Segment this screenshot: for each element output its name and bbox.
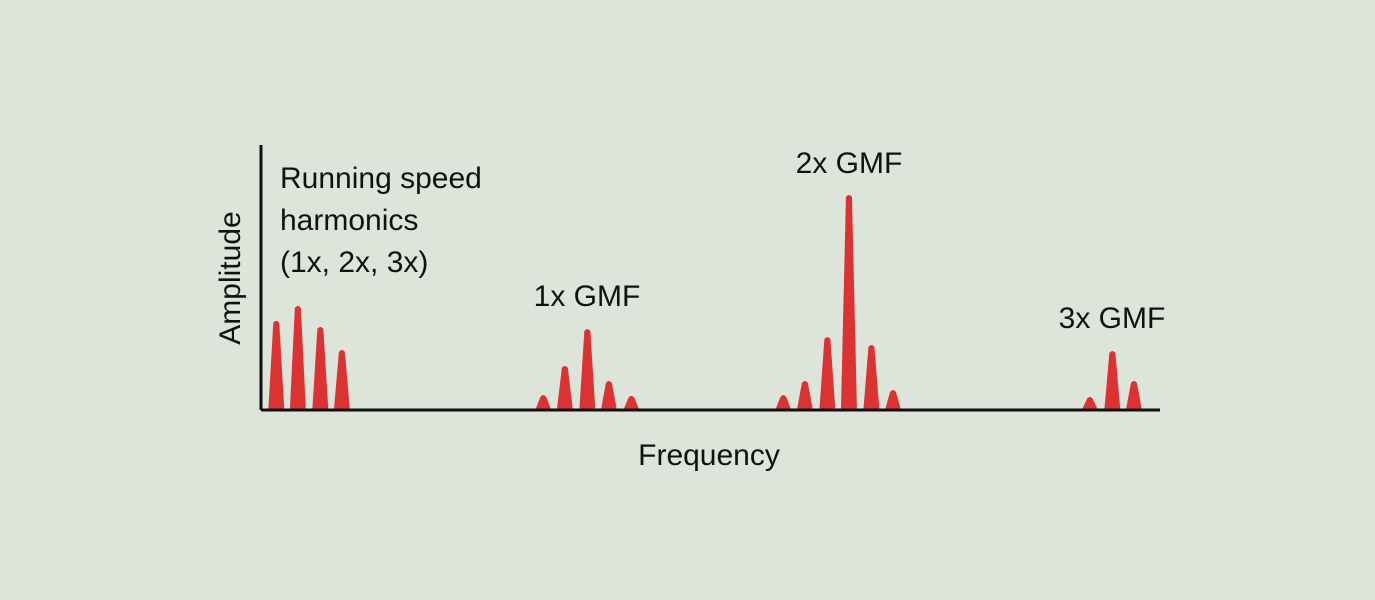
peak [556, 365, 573, 410]
x-axis-label: Frequency [638, 439, 780, 472]
annotation: 2x GMF [796, 147, 903, 180]
peak [268, 320, 285, 410]
peak [579, 329, 596, 410]
peak [1125, 381, 1142, 410]
peak [600, 381, 617, 410]
peak [1104, 351, 1121, 410]
annotation: harmonics [280, 204, 418, 237]
annotation: (1x, 2x, 3x) [280, 246, 428, 279]
peak [289, 306, 306, 410]
peak [796, 381, 813, 410]
peak [1081, 396, 1098, 410]
peak [884, 390, 901, 410]
peak [775, 395, 792, 410]
y-axis-label: Amplitude [214, 211, 247, 344]
peak [312, 326, 329, 410]
peak [840, 195, 857, 410]
peak [535, 395, 552, 410]
annotation: 3x GMF [1059, 302, 1166, 335]
annotation: 1x GMF [534, 280, 641, 313]
peak [863, 345, 880, 410]
peak [819, 337, 836, 410]
annotation: Running speed [280, 162, 482, 195]
peak [623, 395, 640, 410]
peak [333, 350, 350, 410]
